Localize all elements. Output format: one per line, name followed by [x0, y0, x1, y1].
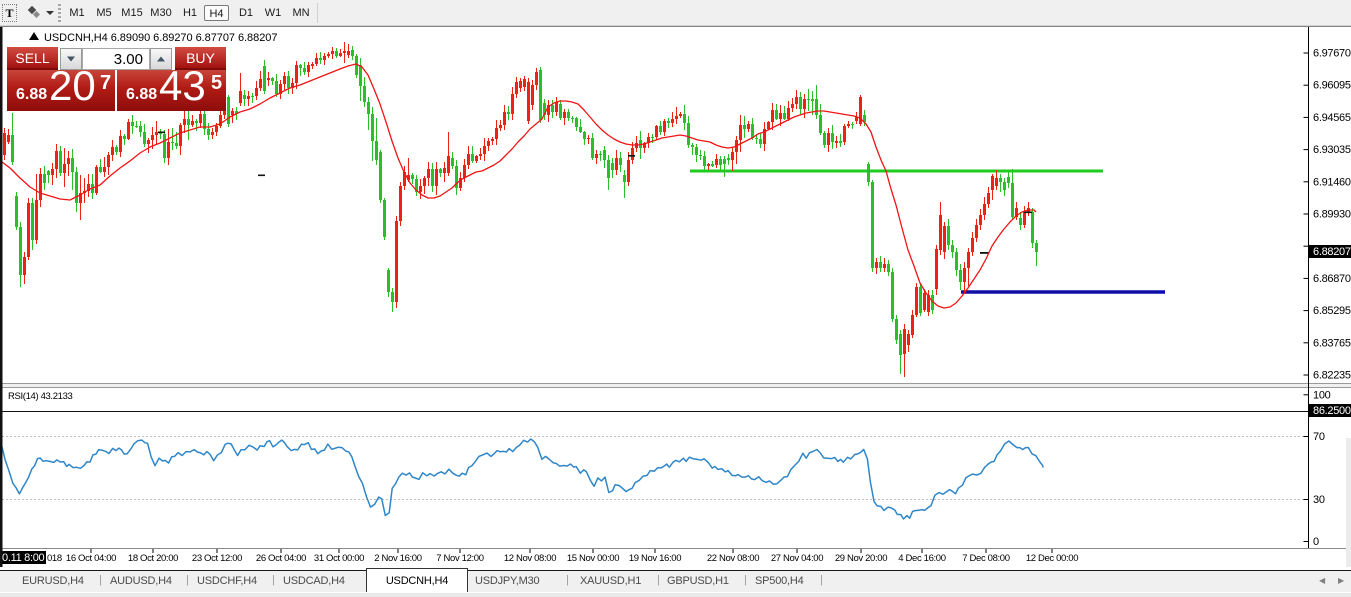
svg-text:6.86870: 6.86870: [1313, 273, 1351, 285]
svg-text:16 Oct 04:00: 16 Oct 04:00: [66, 553, 116, 564]
svg-text:6.85295: 6.85295: [1313, 305, 1351, 317]
svg-text:RSI(14) 43.2133: RSI(14) 43.2133: [8, 391, 73, 402]
svg-text:6.83765: 6.83765: [1313, 337, 1351, 349]
svg-text:6.96095: 6.96095: [1313, 80, 1351, 92]
svg-text:18 Oct 20:00: 18 Oct 20:00: [128, 553, 178, 564]
svg-text:12 Nov 08:00: 12 Nov 08:00: [504, 553, 556, 564]
svg-text:29 Nov 20:00: 29 Nov 20:00: [835, 553, 887, 564]
svg-text:70: 70: [1313, 431, 1325, 443]
svg-text:6.89930: 6.89930: [1313, 209, 1351, 221]
svg-text:27 Nov 04:00: 27 Nov 04:00: [771, 553, 823, 564]
svg-text:30: 30: [1313, 494, 1325, 506]
svg-text:2 Nov 16:00: 2 Nov 16:00: [374, 553, 421, 564]
svg-text:31 Oct 00:00: 31 Oct 00:00: [314, 553, 364, 564]
svg-text:19 Nov 16:00: 19 Nov 16:00: [629, 553, 681, 564]
svg-text:12 Dec 00:00: 12 Dec 00:00: [1026, 553, 1078, 564]
svg-text:26 Oct 04:00: 26 Oct 04:00: [256, 553, 306, 564]
svg-text:6.88207: 6.88207: [1313, 246, 1351, 258]
svg-text:6.94565: 6.94565: [1313, 112, 1351, 124]
svg-text:6.93035: 6.93035: [1313, 144, 1351, 156]
svg-text:7 Nov 12:00: 7 Nov 12:00: [436, 553, 483, 564]
svg-text:0.11 8:00: 0.11 8:00: [2, 552, 45, 564]
svg-text:6.91460: 6.91460: [1313, 176, 1351, 188]
svg-text:6.82235: 6.82235: [1313, 370, 1351, 382]
svg-text:100: 100: [1313, 389, 1331, 401]
svg-text:4 Dec 16:00: 4 Dec 16:00: [898, 553, 945, 564]
svg-text:6.97670: 6.97670: [1313, 48, 1351, 60]
svg-text:0: 0: [1313, 536, 1319, 548]
svg-text:15 Nov 00:00: 15 Nov 00:00: [567, 553, 619, 564]
svg-text:018: 018: [47, 553, 62, 564]
svg-text:22 Nov 08:00: 22 Nov 08:00: [707, 553, 759, 564]
svg-text:7 Dec 08:00: 7 Dec 08:00: [962, 553, 1009, 564]
svg-text:23 Oct 12:00: 23 Oct 12:00: [192, 553, 242, 564]
svg-text:86.2500: 86.2500: [1313, 405, 1351, 417]
svg-text:USDCNH,H4 6.89090 6.89270 6.8: USDCNH,H4 6.89090 6.89270 6.87707 6.8820…: [44, 32, 277, 44]
